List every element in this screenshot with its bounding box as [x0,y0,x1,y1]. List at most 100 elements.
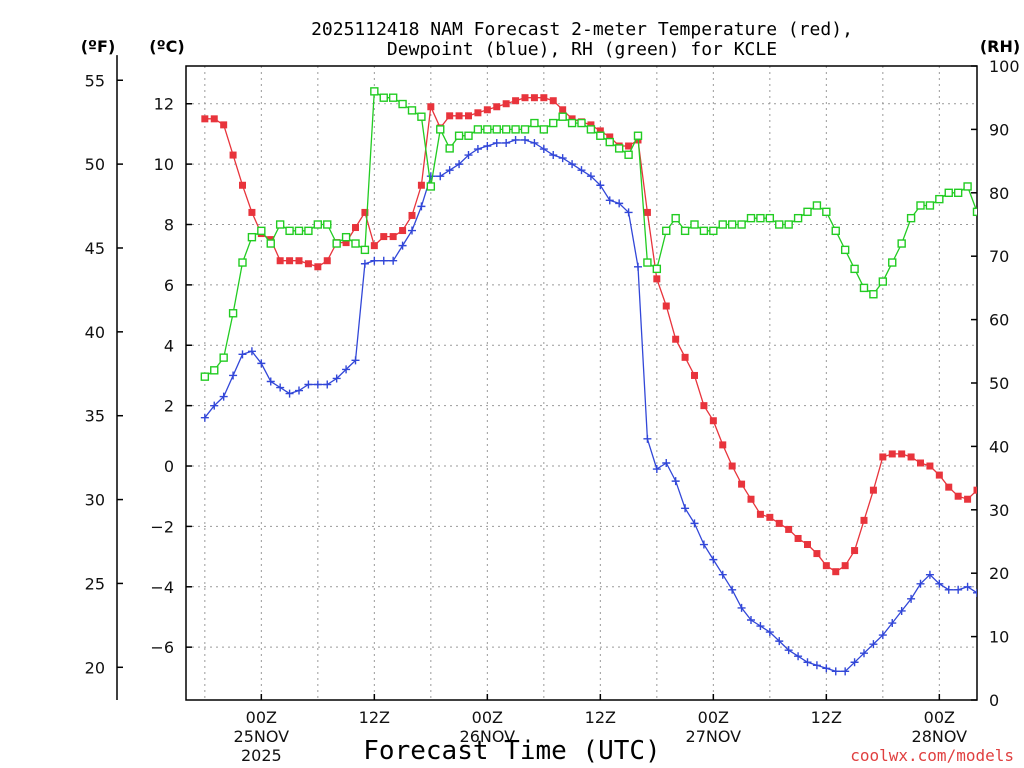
rh-tick-label: 90 [989,120,1009,139]
data-point [520,125,530,134]
data-point [210,366,219,375]
data-point [756,622,765,631]
data-point [935,194,944,204]
data-point [586,172,595,181]
data-point [332,374,341,383]
data-point [803,207,812,217]
data-point [765,628,774,637]
data-point [822,562,830,570]
data-point [700,402,708,410]
data-point [558,154,567,163]
data-point [238,350,247,359]
data-point [483,125,492,134]
data-point [276,383,285,392]
data-point [954,492,962,500]
data-point [737,220,746,229]
data-point [625,142,633,150]
fahrenheit-tick-label: 20 [85,658,105,677]
series-dewpoint [200,135,977,676]
data-point [239,181,246,189]
data-point [699,226,709,236]
data-point [530,138,539,147]
data-point [530,118,539,128]
data-point [464,131,473,140]
data-point [228,309,238,318]
data-point [935,579,944,588]
data-point [765,213,775,223]
data-point [257,359,266,368]
data-point [295,386,303,395]
data-point [964,495,972,503]
data-point [483,106,491,114]
data-point [916,201,925,210]
data-point [813,550,821,558]
data-point [407,106,417,115]
data-point [652,264,662,274]
data-point [295,257,303,265]
data-point [652,465,661,474]
data-point [643,434,652,443]
data-point [775,220,784,229]
data-point [238,258,247,267]
x-tick-time: 12Z [811,708,842,727]
data-point [408,226,416,235]
data-point [925,201,935,210]
data-point [643,258,652,267]
data-point [953,188,963,198]
data-point [869,290,878,299]
data-point [879,453,887,461]
data-point [352,224,359,232]
data-point [313,220,323,229]
data-point [718,220,727,229]
data-point [888,619,897,628]
data-point [860,516,868,524]
data-point [850,658,859,667]
x-tick-time: 00Z [472,708,503,727]
data-point [935,471,943,479]
data-point [219,392,228,401]
x-tick-time: 12Z [585,708,616,727]
data-point [558,112,567,121]
data-point [878,277,888,286]
data-point [803,658,812,667]
rh-unit-label: (RH) [980,37,1020,56]
fahrenheit-tick-label: 45 [85,239,105,258]
x-tick-date: 26NOV [460,727,516,746]
rh-tick-label: 30 [989,501,1009,520]
data-point [436,172,445,181]
data-point [615,199,624,208]
data-point [549,151,558,160]
x-tick-time: 12Z [359,708,390,727]
data-point [671,213,680,223]
data-point [492,138,501,147]
data-point [586,125,596,134]
fahrenheit-tick-label: 55 [85,71,105,90]
tick-labels: −6−4−20246810122025303540455055010203040… [85,57,1020,765]
data-point [501,125,511,134]
data-point [605,137,614,147]
data-point [851,547,859,555]
data-point [304,260,312,268]
data-point [804,541,811,549]
data-series [200,87,977,676]
data-point [653,275,661,283]
x-tick-time: 00Z [698,708,729,727]
data-point [605,196,614,205]
data-point [812,661,821,670]
data-point [445,144,454,153]
data-point [389,233,397,241]
x-axis-title: Forecast Time (UTC) [363,736,660,766]
data-point [276,257,284,265]
data-point [925,570,934,579]
credit-link[interactable]: coolwx.com/models [850,746,1014,765]
data-point [285,389,294,398]
data-point [257,226,266,236]
data-point [473,145,482,154]
celsius-unit-label: (ºC) [149,37,184,56]
data-point [314,263,322,271]
data-point [662,459,671,468]
data-point [229,151,237,159]
data-point [897,606,906,615]
celsius-tick-label: 6 [164,276,174,295]
data-point [577,166,586,175]
